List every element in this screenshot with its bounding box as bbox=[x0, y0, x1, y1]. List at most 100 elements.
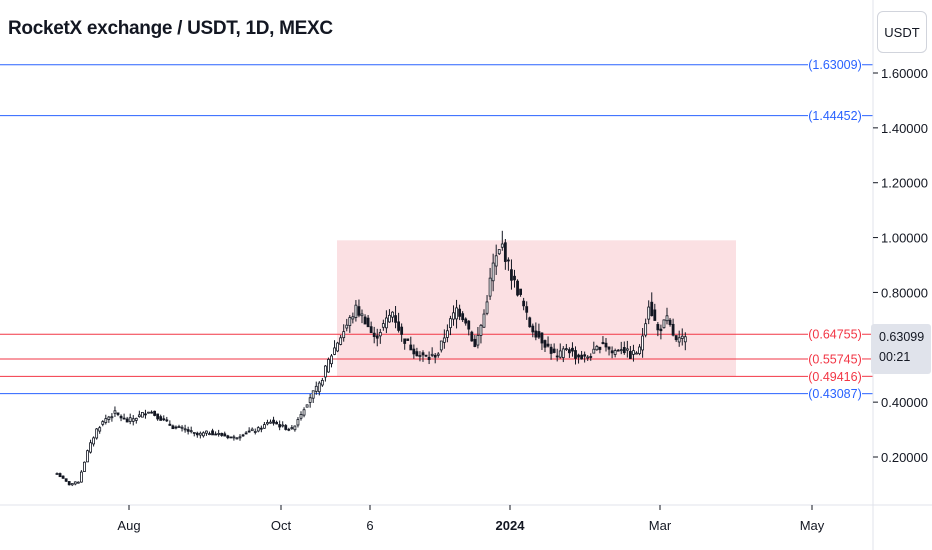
candle-body bbox=[452, 312, 455, 320]
candle-body bbox=[525, 306, 529, 313]
candle-body bbox=[479, 324, 483, 336]
candle-body bbox=[64, 478, 68, 482]
time-axis-label: May bbox=[800, 518, 825, 533]
candle-body bbox=[473, 338, 477, 347]
price-tick-label: 1.00000 bbox=[881, 231, 928, 246]
price-tick-label: 0.80000 bbox=[881, 285, 928, 300]
candle-body bbox=[671, 323, 675, 336]
price-tick-label: 0.20000 bbox=[881, 450, 928, 465]
candle-body bbox=[629, 351, 632, 359]
price-tick-label: 0.40000 bbox=[881, 395, 928, 410]
level-label: (1.63009) bbox=[808, 58, 862, 72]
candle-body bbox=[101, 421, 105, 425]
candle-body bbox=[546, 343, 550, 347]
candle-body bbox=[58, 473, 62, 478]
candle-body bbox=[113, 410, 117, 414]
candle-body bbox=[73, 481, 77, 485]
candle-body bbox=[293, 425, 297, 431]
candle-body bbox=[345, 324, 349, 329]
time-axis-label: Oct bbox=[271, 518, 292, 533]
candle-body bbox=[674, 335, 678, 341]
candle-body bbox=[485, 301, 489, 314]
price-tick-label: 1.20000 bbox=[881, 176, 928, 191]
candle-body bbox=[241, 434, 245, 437]
candle-body bbox=[211, 430, 214, 436]
candle-body bbox=[677, 337, 681, 343]
candle-body bbox=[320, 379, 324, 386]
candle-body bbox=[247, 430, 251, 433]
candle-body bbox=[83, 461, 86, 472]
candle-body bbox=[122, 417, 126, 420]
candle-body bbox=[598, 346, 602, 350]
candle-body bbox=[116, 412, 120, 415]
candle-body bbox=[433, 354, 437, 358]
candle-body bbox=[513, 275, 516, 281]
candle-body bbox=[348, 317, 352, 327]
candle-body bbox=[278, 424, 282, 428]
candle-body bbox=[156, 413, 160, 420]
candle-body bbox=[482, 313, 486, 328]
candle-body bbox=[165, 419, 169, 422]
candle-body bbox=[275, 421, 279, 425]
candle-body bbox=[174, 426, 178, 429]
candle-body bbox=[421, 352, 425, 356]
candle-body bbox=[363, 316, 367, 325]
candle-body bbox=[266, 422, 269, 425]
candle-body bbox=[641, 335, 644, 351]
currency-unit-button[interactable]: USDT bbox=[877, 11, 927, 53]
candle-body bbox=[128, 417, 132, 422]
candle-body bbox=[232, 436, 236, 439]
candle-body bbox=[424, 354, 428, 357]
candle-body bbox=[497, 249, 501, 255]
candle-body bbox=[220, 432, 224, 436]
candle-body bbox=[583, 354, 587, 357]
candle-body bbox=[406, 338, 410, 341]
candle-body bbox=[366, 317, 370, 328]
level-label: (1.44452) bbox=[808, 109, 862, 123]
candle-body bbox=[159, 416, 163, 421]
candle-body bbox=[403, 338, 407, 344]
candle-body bbox=[330, 355, 333, 365]
candle-body bbox=[67, 481, 71, 486]
chart-title: RocketX exchange / USDT, 1D, MEXC bbox=[8, 18, 333, 39]
candle-body bbox=[586, 356, 590, 359]
candle-body bbox=[177, 426, 181, 428]
candle-body bbox=[272, 419, 275, 424]
candle-body bbox=[580, 354, 583, 360]
level-label: (0.55745) bbox=[808, 352, 862, 366]
price-tick-label: 1.40000 bbox=[881, 121, 928, 136]
candle-body bbox=[86, 450, 89, 463]
candle-body bbox=[302, 409, 306, 416]
candle-body bbox=[150, 411, 153, 414]
candle-body bbox=[409, 344, 413, 351]
candle-body bbox=[400, 326, 404, 335]
candle-body bbox=[683, 336, 687, 343]
candle-body bbox=[558, 350, 562, 358]
candle-body bbox=[549, 346, 553, 354]
candle-body bbox=[464, 318, 468, 324]
candle-body bbox=[269, 421, 272, 424]
candle-body bbox=[287, 428, 291, 431]
bar-countdown: 00:21 bbox=[879, 350, 911, 364]
candle-body bbox=[171, 425, 175, 430]
candle-body bbox=[543, 340, 547, 348]
candle-body bbox=[647, 306, 651, 320]
candle-body bbox=[61, 475, 65, 479]
candle-body bbox=[632, 350, 635, 355]
candle-body bbox=[384, 317, 388, 329]
candle-body bbox=[568, 349, 571, 354]
candle-body bbox=[89, 442, 92, 453]
candle-body bbox=[601, 342, 605, 344]
level-label: (0.43087) bbox=[808, 387, 862, 401]
candle-body bbox=[659, 328, 663, 332]
candle-body bbox=[494, 255, 498, 267]
candle-body bbox=[357, 306, 361, 316]
candle-body bbox=[500, 243, 504, 248]
candle-body bbox=[354, 304, 358, 318]
candle-body bbox=[95, 428, 99, 439]
candle-body bbox=[622, 347, 626, 354]
candle-body bbox=[506, 259, 510, 262]
candle-body bbox=[516, 280, 519, 296]
candle-body bbox=[238, 436, 242, 439]
